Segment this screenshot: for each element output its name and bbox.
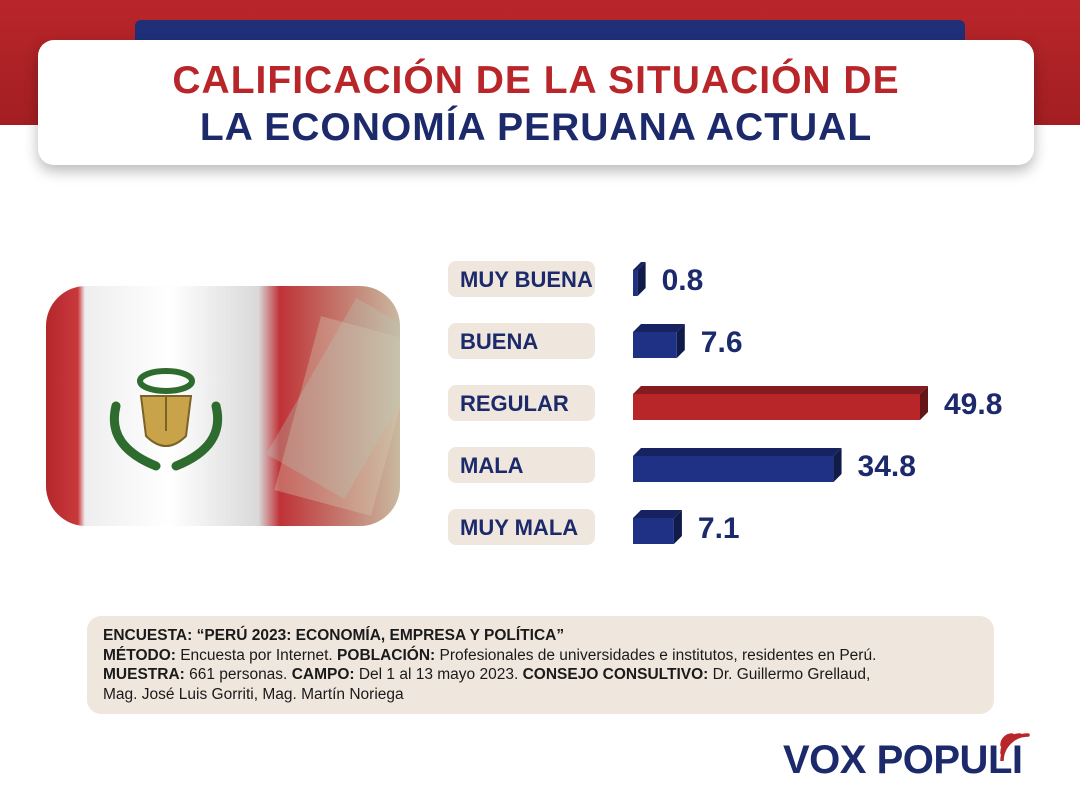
bar-side-mala: [833, 448, 842, 482]
category-pill-muy-buena: [448, 261, 595, 297]
category-pill-buena: [448, 323, 595, 359]
category-pill-mala: [448, 447, 595, 483]
bar-top-muy-mala: [633, 510, 682, 518]
info-line-consejo: Mag. José Luis Gorriti, Mag. Martín Nori…: [103, 685, 978, 705]
poblacion-label: POBLACIÓN:: [337, 646, 436, 664]
category-pill-muy-mala: [448, 509, 595, 545]
info-line-encuesta: ENCUESTA: “PERÚ 2023: ECONOMÍA, EMPRESA …: [103, 626, 978, 646]
campo-label: CAMPO:: [291, 666, 355, 683]
encuesta-value: “PERÚ 2023: ECONOMÍA, EMPRESA Y POLÍTICA…: [196, 627, 565, 644]
value-label-regular: 49.8: [944, 388, 1002, 421]
brand-logo: VOX POPULI: [783, 738, 1023, 782]
bar-muy-buena: [633, 270, 638, 296]
peru-flag-banknotes-image: [46, 286, 400, 526]
bar-top-muy-buena: [633, 262, 646, 270]
bar-buena: [633, 332, 677, 358]
signal-waves-icon: [1000, 733, 1030, 761]
encuesta-label: ENCUESTA:: [103, 627, 193, 644]
survey-info-box: ENCUESTA: “PERÚ 2023: ECONOMÍA, EMPRESA …: [87, 616, 994, 714]
consejo-value-1: Dr. Guillermo Grellaud,: [712, 666, 871, 683]
bar-chart: MUY BUENA 0.8 BUENA 7.6 REGULAR 49.8 MALA 34.8 M…: [448, 261, 1002, 545]
info-line-muestra: MUESTRA: 661 personas. CAMPO: Del 1 al 1…: [103, 665, 978, 685]
page-title-line-1: CALIFICACIÓN DE LA SITUACIÓN DE: [172, 59, 900, 102]
campo-value: Del 1 al 13 mayo 2023.: [358, 666, 519, 683]
value-label-mala: 34.8: [858, 450, 916, 483]
muestra-label: MUESTRA:: [103, 666, 185, 683]
consejo-value-2: Mag. José Luis Gorriti, Mag. Martín Nori…: [103, 685, 404, 703]
bar-top-regular: [633, 386, 928, 394]
info-line-metodo: MÉTODO: Encuesta por Internet. POBLACIÓN…: [103, 646, 978, 666]
peru-coat-of-arms-icon: [109, 298, 400, 516]
poblacion-value: Profesionales de universidades e institu…: [439, 646, 877, 664]
value-label-buena: 7.6: [701, 326, 743, 359]
category-label-muy-buena: MUY BUENA: [460, 267, 593, 292]
bar-side-regular: [920, 386, 928, 420]
bar-mala: [633, 456, 834, 482]
category-label-muy-mala: MUY MALA: [460, 515, 578, 540]
bar-top-mala: [633, 448, 842, 456]
muestra-value: 661 personas.: [189, 666, 288, 683]
category-label-regular: REGULAR: [460, 391, 569, 416]
metodo-value: Encuesta por Internet.: [180, 646, 333, 664]
category-label-buena: BUENA: [460, 329, 538, 354]
page-title-line-2: LA ECONOMÍA PERUANA ACTUAL: [199, 106, 873, 149]
bar-regular: [633, 394, 920, 420]
value-label-muy-mala: 7.1: [698, 512, 740, 545]
title-card: CALIFICACIÓN DE LA SITUACIÓN DE LA ECONO…: [38, 40, 1034, 165]
bar-muy-mala: [633, 518, 674, 544]
bar-side-buena: [676, 324, 685, 358]
category-pill-regular: [448, 385, 595, 421]
value-label-muy-buena: 0.8: [662, 264, 704, 297]
bar-top-buena: [633, 324, 685, 332]
bar-side-muy-buena: [637, 262, 646, 296]
category-label-mala: MALA: [460, 453, 524, 478]
consejo-label: CONSEJO CONSULTIVO:: [522, 666, 709, 683]
bar-side-muy-mala: [673, 510, 682, 544]
metodo-label: MÉTODO:: [103, 646, 176, 664]
